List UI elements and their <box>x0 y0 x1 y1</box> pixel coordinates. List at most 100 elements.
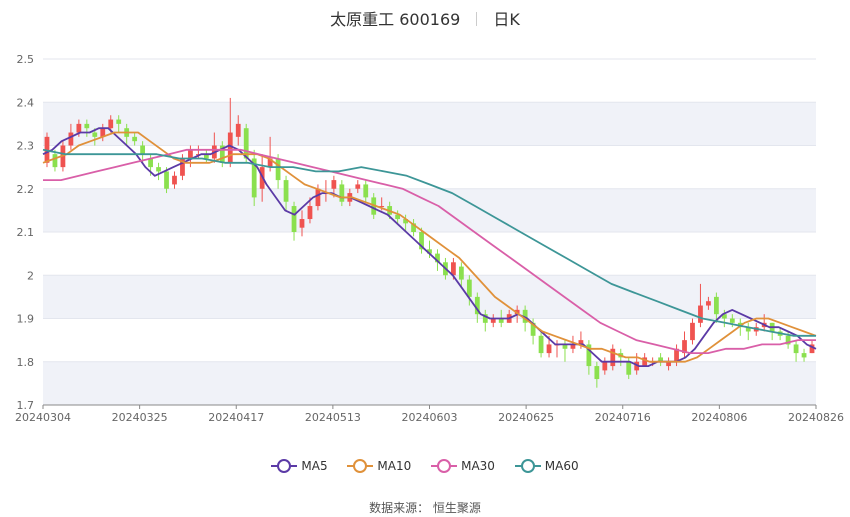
candle-body <box>403 219 408 224</box>
candle-body <box>626 361 632 375</box>
candle-body <box>466 279 472 297</box>
candle <box>267 136 273 172</box>
candle-body <box>219 145 225 163</box>
grid-band <box>43 188 816 232</box>
candle-body <box>498 318 504 323</box>
moving-average-series <box>42 127 817 368</box>
legend-label-ma5: MA5 <box>301 459 328 473</box>
candle-body <box>307 206 313 220</box>
candle <box>235 115 241 146</box>
candle <box>291 201 297 241</box>
y-tick-label: 2.2 <box>17 183 35 196</box>
candle <box>283 175 289 211</box>
candle-body <box>570 344 576 349</box>
candle <box>658 353 663 367</box>
candle <box>586 340 592 375</box>
candle <box>466 275 472 306</box>
legend-marker-ma5 <box>271 459 298 473</box>
candle <box>339 180 345 207</box>
title-separator <box>476 12 478 26</box>
candle-body <box>634 361 640 371</box>
grid-band <box>43 102 816 146</box>
chart-title: 太原重工 600169 日K <box>0 6 850 30</box>
candle-body <box>148 158 153 168</box>
legend-marker-ma60 <box>514 459 541 473</box>
x-tick-label: 20240806 <box>691 411 747 424</box>
candle-body <box>594 366 600 380</box>
candle-body <box>713 296 719 315</box>
candle-body <box>674 348 679 362</box>
legend-label-ma30: MA30 <box>461 459 495 473</box>
legend-item-ma5[interactable]: MA5 <box>271 459 328 473</box>
candle-body <box>203 154 209 159</box>
candle-body <box>522 309 528 323</box>
candle-body <box>474 296 480 315</box>
candle <box>395 210 401 224</box>
candle-body <box>68 132 74 146</box>
candle-body <box>427 249 432 254</box>
x-axis: 20240304 20240325 20240417 20240513 20240603… <box>15 405 844 424</box>
y-tick-label: 2.5 <box>17 53 35 66</box>
candle-body <box>283 180 289 202</box>
candle-body <box>706 301 711 306</box>
x-tick-label: 20240417 <box>208 411 264 424</box>
candle <box>355 180 361 194</box>
candle-body <box>546 344 552 354</box>
candle <box>602 357 608 375</box>
candle-body <box>411 223 416 232</box>
x-tick-label: 20240603 <box>402 411 458 424</box>
candle-body <box>451 262 456 276</box>
candle-body <box>267 158 273 168</box>
candle-body <box>682 340 687 354</box>
candle <box>84 119 90 137</box>
candle-body <box>538 335 544 354</box>
candle <box>411 219 416 237</box>
y-tick-label: 1.8 <box>17 356 35 369</box>
candle <box>116 115 122 133</box>
candle <box>793 340 799 362</box>
grid-band <box>43 361 816 405</box>
candle <box>562 340 568 362</box>
x-tick-label: 20240513 <box>305 411 361 424</box>
candle-body <box>801 353 807 358</box>
candle-body <box>235 123 241 137</box>
candle <box>594 361 600 388</box>
candle-body <box>339 184 345 202</box>
candle-body <box>52 154 58 168</box>
candle-body <box>331 180 337 189</box>
ma-line-ma30 <box>43 148 816 355</box>
candle <box>698 283 703 328</box>
period-label[interactable]: 日K <box>493 10 520 29</box>
candle <box>100 123 106 142</box>
candle-body <box>809 344 815 354</box>
candle <box>132 132 138 146</box>
candle-body <box>435 253 440 263</box>
candle-body <box>108 119 114 129</box>
candle-body <box>419 232 424 250</box>
candle <box>474 292 480 323</box>
legend-item-ma10[interactable]: MA10 <box>347 459 411 473</box>
y-tick-label: 2.3 <box>17 140 35 153</box>
stock-name-code: 太原重工 600169 <box>330 10 461 29</box>
grid-band <box>43 275 816 319</box>
candle-body <box>315 188 321 207</box>
candle <box>188 145 193 168</box>
legend-item-ma60[interactable]: MA60 <box>514 459 579 473</box>
candle <box>666 357 671 371</box>
y-tick-label: 1.9 <box>17 313 35 326</box>
legend-item-ma30[interactable]: MA30 <box>431 459 495 473</box>
candle <box>427 240 432 258</box>
candle-body <box>363 184 369 198</box>
candle-body <box>482 314 488 323</box>
candle-body <box>299 219 305 228</box>
x-tick-label: 20240625 <box>498 411 554 424</box>
candle-body <box>698 305 703 323</box>
candle <box>140 141 146 163</box>
legend-marker-ma30 <box>431 459 458 473</box>
candle <box>363 180 369 202</box>
y-tick-label: 2 <box>27 269 34 282</box>
candle <box>706 296 711 310</box>
grid <box>43 58 816 406</box>
candle-body <box>379 206 385 208</box>
